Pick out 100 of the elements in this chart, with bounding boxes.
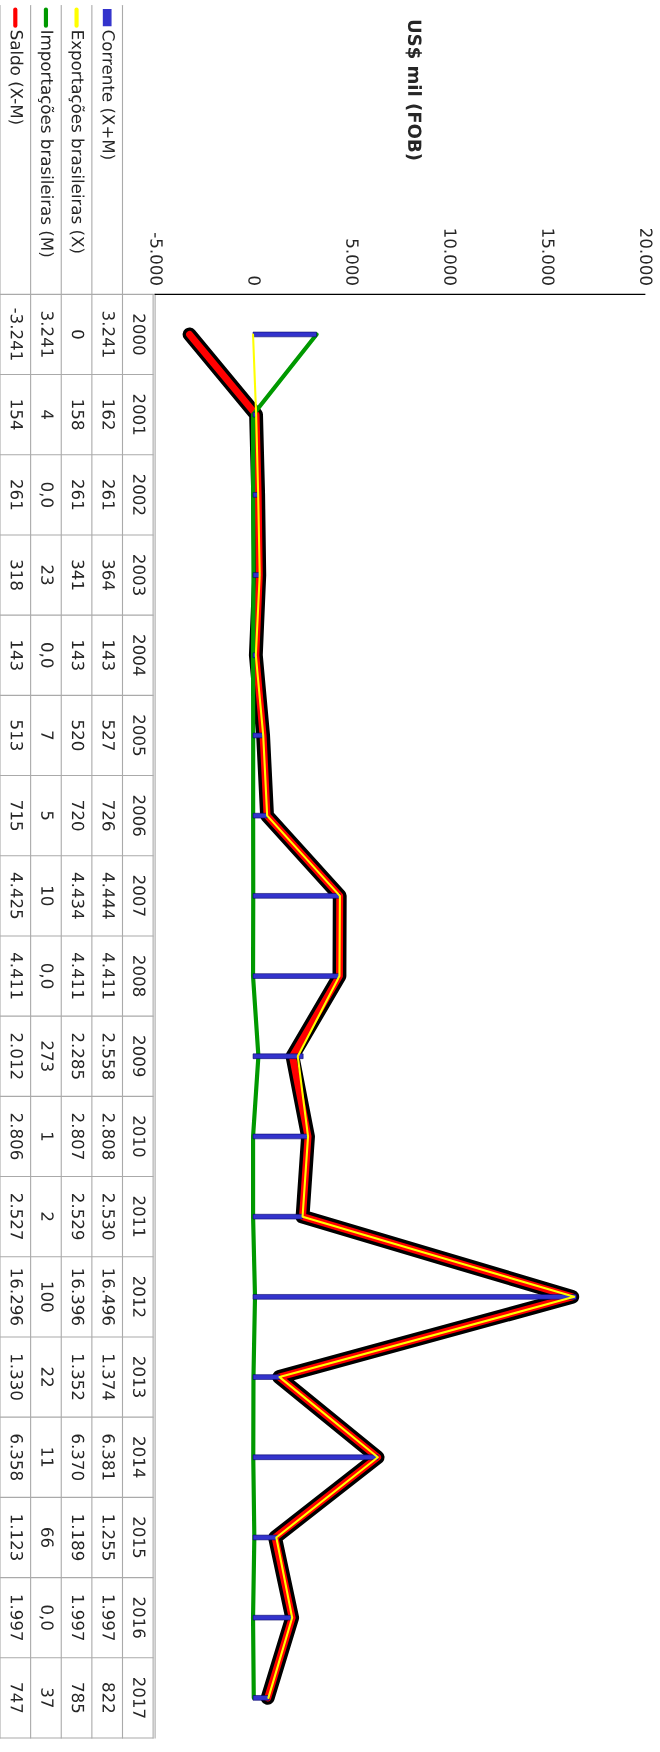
data-label: 2.806	[10, 1113, 24, 1160]
y-tick-label: 2016	[132, 1597, 146, 1638]
data-label: 1	[41, 1132, 54, 1141]
y-tick-label: 2012	[132, 1276, 146, 1317]
data-label: 6.370	[71, 1434, 85, 1481]
data-label: 2.558	[102, 1033, 115, 1079]
data-label: 720	[71, 801, 85, 831]
data-label: 520	[71, 720, 85, 751]
data-label: 1.997	[71, 1595, 85, 1641]
data-label: 5	[41, 811, 54, 820]
data-label: 66	[41, 1528, 54, 1548]
data-label: 16.296	[10, 1269, 24, 1325]
data-label: 364	[102, 560, 115, 591]
x-tick-label: 5.000	[346, 239, 359, 285]
data-label: 22	[41, 1367, 54, 1387]
data-label: 143	[10, 641, 24, 670]
data-label: 6.358	[10, 1434, 24, 1480]
x-tick-label: 15.000	[542, 229, 555, 285]
data-label: 3.241	[102, 311, 115, 357]
data-label: 0,0	[39, 963, 54, 989]
data-label: 6.381	[102, 1434, 115, 1480]
data-label: 2.012	[10, 1033, 24, 1079]
data-label: 4.411	[10, 953, 23, 999]
y-tick-label: 2003	[132, 555, 146, 595]
bar	[252, 1294, 577, 1300]
bar	[252, 1133, 309, 1140]
data-label: 1.997	[10, 1595, 24, 1641]
y-tick-label: 2007	[132, 875, 146, 916]
data-label: -3.241	[10, 308, 24, 360]
y-tick-label: 2005	[132, 715, 146, 756]
bar	[252, 893, 341, 899]
data-label: 4	[41, 410, 54, 420]
bar	[252, 1053, 304, 1059]
data-label: 715	[10, 801, 23, 831]
data-label: 0,0	[39, 1605, 54, 1630]
data-label: 513	[10, 720, 24, 751]
y-tick-label: 2011	[132, 1196, 146, 1237]
data-label: 37	[41, 1688, 54, 1708]
y-tick-label: 2009	[132, 1036, 146, 1077]
y-tick-label: 2004	[132, 635, 146, 676]
y-tick-label: 2015	[132, 1517, 146, 1558]
y-tick-label: 2000	[132, 314, 146, 355]
x-tick-label: 20.000	[639, 228, 653, 285]
bar	[252, 732, 264, 739]
data-label: 11	[41, 1448, 54, 1467]
data-label: 4.434	[71, 872, 85, 919]
legend-label: Corrente (X+M)	[100, 30, 116, 159]
data-label: 273	[41, 1041, 54, 1071]
data-label: 0,0	[39, 643, 54, 668]
data-label: 0,0	[39, 482, 54, 507]
data-label: 2.530	[102, 1194, 115, 1240]
bar	[252, 812, 268, 819]
y-tick-label: 2002	[132, 474, 146, 515]
legend-label: Exportações brasileiras (X)	[68, 31, 85, 253]
data-label: 16.396	[71, 1269, 85, 1325]
data-label: 726	[102, 801, 115, 831]
data-label: 4.444	[102, 872, 115, 919]
bar	[252, 1213, 303, 1220]
data-label: 2.285	[71, 1033, 85, 1079]
data-label: 1.255	[102, 1515, 115, 1560]
x-tick-label: 10.000	[444, 229, 457, 285]
data-label: 822	[102, 1683, 115, 1713]
bar	[252, 1534, 278, 1541]
bar	[252, 1454, 379, 1460]
data-label: 785	[71, 1683, 85, 1713]
data-label: 16.496	[102, 1269, 115, 1325]
data-label: 527	[102, 720, 115, 750]
data-label: 1.997	[102, 1595, 115, 1641]
y-tick-label: 2006	[132, 795, 146, 836]
data-label: 10	[41, 887, 54, 906]
bar	[252, 331, 317, 338]
data-label: 261	[102, 480, 115, 510]
y-tick-label: 2001	[132, 394, 146, 435]
data-label: 1.123	[10, 1515, 24, 1560]
legend-label: Importações brasileiras (M)	[37, 31, 55, 257]
data-label: 3.241	[41, 311, 54, 357]
data-label: 747	[10, 1683, 23, 1713]
bar	[252, 1695, 270, 1701]
data-label: 0	[71, 330, 85, 339]
data-label: 1.374	[102, 1355, 115, 1400]
x-tick-label: 0	[248, 276, 261, 285]
data-label: 100	[41, 1282, 54, 1312]
data-label: 2.807	[71, 1113, 85, 1159]
data-label: 143	[102, 641, 115, 670]
data-label: 341	[71, 560, 85, 590]
data-label: 2	[41, 1212, 54, 1221]
data-label: 1.352	[71, 1355, 85, 1400]
y-tick-label: 2017	[132, 1677, 146, 1718]
bar	[252, 1374, 281, 1380]
data-label: 162	[102, 400, 115, 429]
data-label: 318	[10, 560, 24, 590]
data-label: 158	[71, 400, 85, 430]
y-tick-label: 2010	[132, 1116, 146, 1157]
chart-title: US$ mil (FOB)	[405, 20, 422, 160]
y-tick-label: 2014	[132, 1437, 146, 1478]
data-label: 143	[71, 641, 85, 670]
data-label: 154	[10, 400, 23, 430]
data-label: 1.189	[71, 1515, 85, 1561]
y-tick-label: 2008	[132, 956, 146, 997]
legend-label: Saldo (X-M)	[8, 30, 24, 124]
